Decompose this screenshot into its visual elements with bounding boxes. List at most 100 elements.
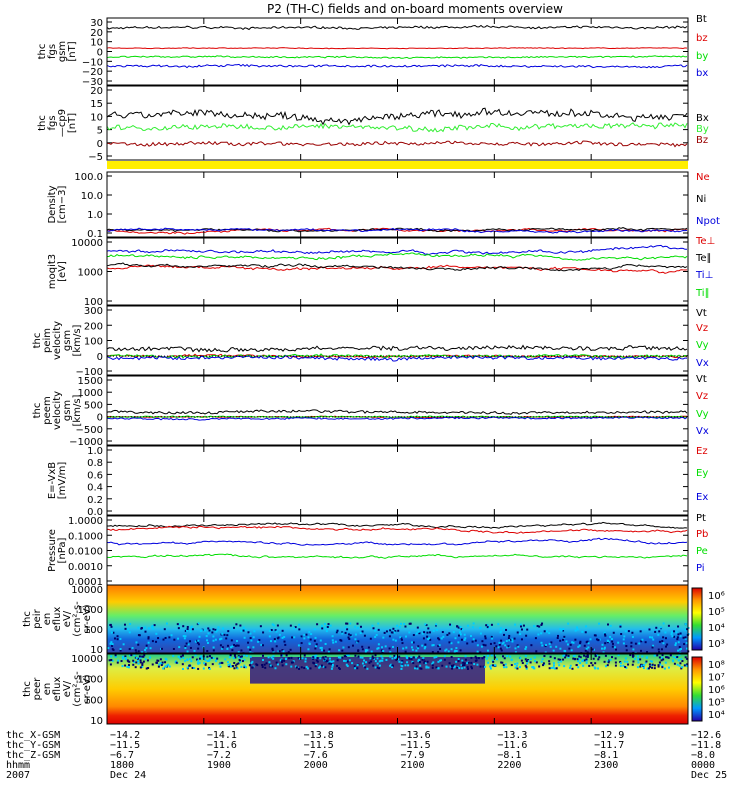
spectrogram-pixel — [658, 640, 661, 643]
y-tick-label: 0.2 — [87, 495, 103, 506]
spectrogram-pixel — [147, 636, 150, 639]
spectrogram-pixel — [529, 661, 532, 664]
spectrogram-pixel — [500, 649, 503, 652]
spectrogram-pixel — [356, 663, 359, 666]
footer-value: 1800 — [110, 760, 134, 771]
spectrogram-pixel — [298, 628, 301, 631]
spectrogram-pixel — [467, 661, 470, 664]
spectrogram-pixel — [133, 654, 136, 657]
spectrogram-pixel — [537, 633, 540, 636]
spectrogram-pixel — [166, 664, 169, 667]
series-line-Pb — [106, 525, 688, 534]
spectrogram-pixel — [661, 656, 664, 659]
spectrogram-pixel — [315, 654, 318, 657]
spectrogram-pixel — [315, 645, 318, 648]
spectrogram-pixel — [359, 656, 362, 659]
spectrogram-pixel — [324, 666, 327, 669]
y-tick-label: −1000 — [69, 437, 103, 448]
spectrogram-pixel — [217, 626, 220, 629]
spectrogram-pixel — [685, 642, 688, 645]
spectrogram-pixel — [209, 658, 212, 661]
y-tick-label: −500 — [76, 425, 103, 436]
spectrogram-pixel — [657, 664, 660, 667]
spectrogram-pixel — [671, 659, 674, 662]
spectrogram-pixel — [486, 654, 489, 657]
spectrogram-pixel — [432, 644, 435, 647]
spectrogram-pixel — [679, 632, 682, 635]
spectrogram-pixel — [575, 664, 578, 667]
series-line-Vt — [106, 344, 688, 353]
spectrogram-pixel — [597, 667, 600, 670]
spectrogram-pixel — [427, 666, 430, 669]
spectrogram-pixel — [514, 663, 517, 666]
spectrogram-pixel — [552, 662, 555, 665]
spectrogram-pixel — [607, 661, 610, 664]
spectrogram-pixel — [380, 649, 383, 652]
spectrogram-pixel — [151, 625, 154, 628]
spectrogram-pixel — [686, 665, 689, 668]
spectrogram-pixel — [586, 654, 589, 657]
spectrogram-pixel — [457, 634, 460, 637]
spectrogram-pixel — [571, 641, 574, 644]
spectrogram-pixel — [543, 630, 546, 633]
spectrogram-pixel — [121, 655, 124, 658]
spectrogram-pixel — [181, 667, 184, 670]
y-tick-label: 1000 — [78, 388, 103, 399]
panel-7: E=-VxB [mV/m] 1.00.80.6 0.40.20.0 Ez Ey Ex — [47, 445, 708, 518]
spectrogram-pixel — [476, 663, 479, 666]
spectrogram-pixel — [233, 654, 236, 657]
spectrogram-pixel — [670, 633, 673, 636]
spectrogram-pixel — [341, 631, 344, 634]
spectrogram-pixel — [614, 664, 617, 667]
colorbar-tick-label: 10⁶ — [708, 685, 725, 696]
spectrogram-pixel — [343, 655, 346, 658]
spectrogram-pixel — [238, 658, 241, 661]
spectrogram-pixel — [211, 631, 214, 634]
spectrogram-pixel — [479, 665, 482, 668]
spectrogram-pixel — [245, 666, 248, 669]
spectrogram-pixel — [315, 663, 318, 666]
spectrogram-pixel — [144, 630, 147, 633]
spectrogram-pixel — [271, 623, 274, 626]
spectrogram-pixel — [520, 659, 523, 662]
spectrogram-pixel — [407, 664, 410, 667]
spectrogram-pixel — [229, 654, 232, 657]
panel-ylabel: thc — [37, 115, 48, 131]
legend-entry: Vy — [696, 340, 709, 351]
spectrogram-pixel — [110, 655, 113, 658]
spectrogram-pixel — [595, 638, 598, 641]
footer-value: 2000 — [304, 760, 328, 771]
spectrogram-pixel — [678, 654, 681, 657]
spectrogram-pixel — [214, 659, 217, 662]
spectrogram-pixel — [141, 664, 144, 667]
spectrogram-pixel — [423, 647, 426, 650]
spectrogram-pixel — [569, 664, 572, 667]
spectrogram-pixel — [417, 630, 420, 633]
spectrogram-pixel — [345, 622, 348, 625]
spectrogram-pixel — [549, 655, 552, 658]
spectrogram-pixel — [681, 666, 684, 669]
spectrogram-pixel — [524, 647, 527, 650]
spectrogram-pixel — [374, 635, 377, 638]
spectrogram-pixel — [141, 662, 144, 665]
spectrogram-pixel — [577, 645, 580, 648]
spectrogram-pixel — [673, 635, 676, 638]
spectrogram-pixel — [581, 630, 584, 633]
spectrogram-pixel — [541, 644, 544, 647]
spectrogram-pixel — [269, 664, 272, 667]
panel-ylabel: peer — [32, 677, 43, 701]
panel-frame — [106, 515, 689, 586]
spectrogram-pixel — [400, 637, 403, 640]
spectrogram-pixel — [240, 629, 243, 632]
spectrogram-pixel — [648, 628, 651, 631]
spectrogram-pixel — [212, 635, 215, 638]
spectrogram-pixel — [611, 645, 614, 648]
spectrogram-pixel — [499, 647, 502, 650]
spectrogram-pixel — [197, 643, 200, 646]
spectrogram-pixel — [270, 656, 273, 659]
spectrogram-pixel — [109, 663, 112, 666]
spectrogram-pixel — [143, 654, 146, 657]
spectrogram-pixel — [183, 637, 186, 640]
footer-value: −7.6 — [304, 750, 328, 761]
spectrogram-pixel — [227, 630, 230, 633]
